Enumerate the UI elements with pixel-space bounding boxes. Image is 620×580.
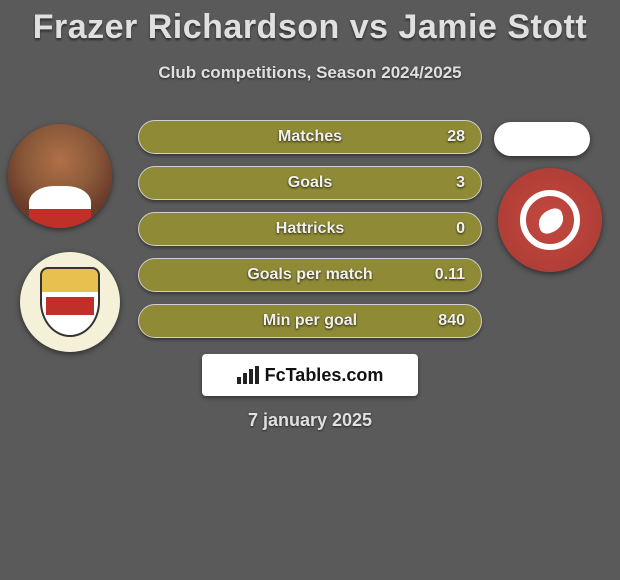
stat-value: 840	[438, 312, 465, 330]
stat-value: 28	[447, 128, 465, 146]
club-right-badge	[498, 168, 602, 272]
stat-value: 0.11	[435, 266, 465, 284]
club-left-badge	[20, 252, 120, 352]
stat-value: 0	[456, 220, 465, 238]
stat-label: Hattricks	[276, 220, 344, 238]
shrimp-icon	[520, 190, 580, 250]
stat-row: Hattricks 0	[138, 212, 482, 246]
stat-row: Matches 28	[138, 120, 482, 154]
stat-value: 3	[456, 174, 465, 192]
brand-text: FcTables.com	[265, 365, 384, 386]
stat-label: Matches	[278, 128, 342, 146]
shield-icon	[40, 267, 100, 337]
stat-label: Min per goal	[263, 312, 357, 330]
stats-bars: Matches 28 Goals 3 Hattricks 0 Goals per…	[138, 120, 482, 350]
page-title: Frazer Richardson vs Jamie Stott	[0, 0, 620, 47]
player-right-flag	[494, 122, 590, 156]
stat-row: Goals 3	[138, 166, 482, 200]
stat-row: Min per goal 840	[138, 304, 482, 338]
player-left-avatar	[8, 124, 112, 228]
subtitle: Club competitions, Season 2024/2025	[0, 63, 620, 83]
stat-label: Goals per match	[247, 266, 372, 284]
bar-chart-icon	[237, 366, 259, 384]
stat-row: Goals per match 0.11	[138, 258, 482, 292]
stat-label: Goals	[288, 174, 332, 192]
brand-link[interactable]: FcTables.com	[202, 354, 418, 396]
date-label: 7 january 2025	[0, 410, 620, 431]
